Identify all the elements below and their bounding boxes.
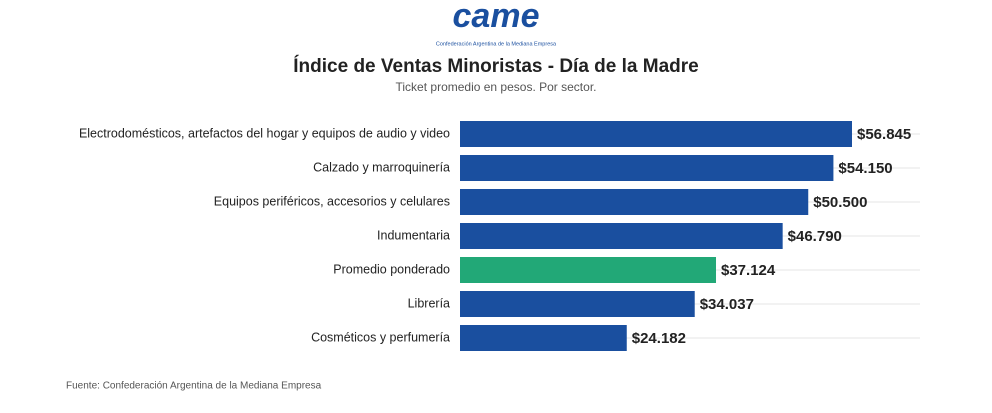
source: Fuente: Confederación Argentina de la Me…	[66, 381, 322, 392]
bar	[460, 223, 783, 249]
value-label: $37.124	[721, 262, 776, 279]
value-label: $34.037	[700, 296, 754, 313]
bar	[460, 291, 695, 317]
bar	[460, 257, 717, 283]
bar	[460, 325, 627, 351]
value-label: $54.150	[838, 160, 892, 177]
category-label: Cosméticos y perfumería	[311, 330, 450, 344]
category-label: Equipos periféricos, accesorios y celula…	[214, 194, 450, 208]
value-label: $50.500	[813, 194, 867, 211]
bar	[460, 155, 834, 181]
bar	[460, 189, 809, 215]
category-label: Promedio ponderado	[333, 262, 450, 276]
category-label: Indumentaria	[377, 228, 450, 242]
bar	[460, 121, 852, 147]
chart-subtitle: Ticket promedio en pesos. Por sector.	[396, 80, 597, 94]
value-label: $24.182	[632, 330, 686, 347]
category-label: Electrodomésticos, artefactos del hogar …	[79, 126, 450, 140]
logo: came	[453, 0, 540, 35]
value-label: $46.790	[788, 228, 842, 245]
logo-caption: Confederación Argentina de la Mediana Em…	[436, 41, 557, 47]
value-label: $56.845	[857, 126, 911, 143]
category-label: Librería	[408, 296, 450, 310]
chart-title: Índice de Ventas Minoristas - Día de la …	[293, 55, 698, 77]
category-label: Calzado y marroquinería	[313, 160, 450, 174]
